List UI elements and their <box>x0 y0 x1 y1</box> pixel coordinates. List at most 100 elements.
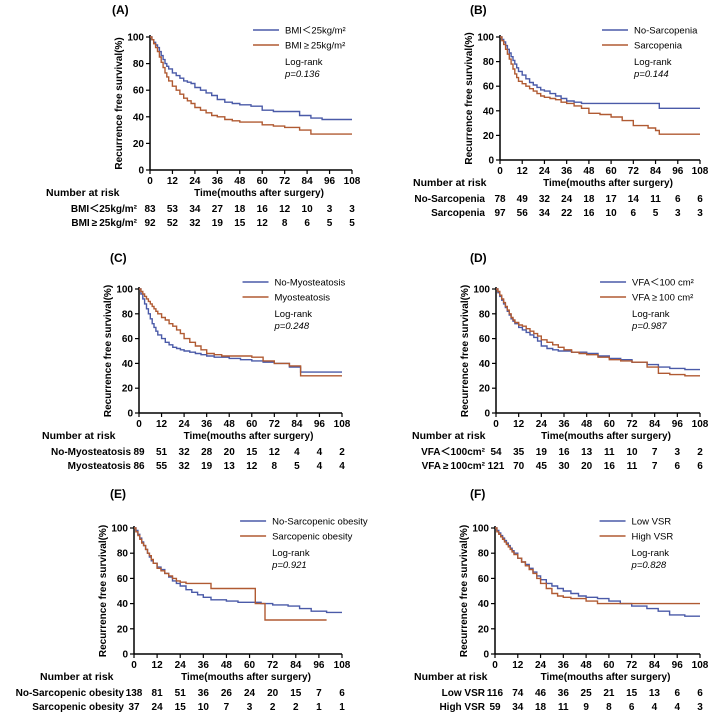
x-tick-label: 96 <box>314 419 326 430</box>
x-tick-label: 84 <box>291 419 303 430</box>
legend-label: Sarcopenic obesity <box>272 532 353 543</box>
x-tick-label: 24 <box>536 419 548 430</box>
x-tick-label: 0 <box>492 660 498 671</box>
x-tick-label: 24 <box>179 419 191 430</box>
risk-count: 2 <box>697 447 703 458</box>
x-tick-label: 72 <box>628 166 640 177</box>
risk-count: 16 <box>257 204 269 215</box>
risk-count: 3 <box>247 702 253 713</box>
risk-count: 5 <box>327 218 333 229</box>
x-tick-label: 0 <box>136 419 142 430</box>
x-tick-label: 12 <box>512 660 524 671</box>
risk-count: 36 <box>198 688 210 699</box>
risk-count: 49 <box>517 194 529 205</box>
risk-count: 18 <box>234 204 246 215</box>
risk-count: 11 <box>627 461 638 472</box>
risk-count: 4 <box>652 702 658 713</box>
y-tick-label: 60 <box>478 574 490 585</box>
km-curve-group1 <box>139 288 342 373</box>
risk-count: 20 <box>224 447 236 458</box>
y-tick-label: 40 <box>479 359 491 370</box>
risk-count: 5 <box>349 218 355 229</box>
y-tick-label: 20 <box>479 384 491 395</box>
risk-count: 2 <box>339 447 345 458</box>
km-curve-group1 <box>496 288 700 371</box>
x-tick-label: 36 <box>212 176 224 187</box>
legend-label: VFA＜100 cm² <box>632 278 694 289</box>
risk-count: 22 <box>561 208 573 219</box>
risk-count: 8 <box>282 218 288 229</box>
logrank-label: Log-rank <box>275 309 313 320</box>
x-tick-label: 96 <box>313 660 325 671</box>
risk-count: 4 <box>339 461 345 472</box>
x-tick-label: 48 <box>234 176 246 187</box>
y-tick-label: 100 <box>116 285 133 296</box>
risk-count: 8 <box>272 461 278 472</box>
y-tick-label: 80 <box>478 549 490 560</box>
risk-count: 54 <box>490 447 502 458</box>
legend-label: Low VSR <box>632 517 672 528</box>
x-tick-label: 60 <box>244 660 256 671</box>
x-tick-label: 24 <box>189 176 201 187</box>
risk-count: 13 <box>224 461 236 472</box>
risk-count: 4 <box>317 461 323 472</box>
panel-label: (A) <box>112 3 129 17</box>
panel-label: (B) <box>470 3 487 17</box>
risk-count: 35 <box>513 447 525 458</box>
risk-count: 83 <box>144 204 156 215</box>
risk-count: 10 <box>198 702 210 713</box>
risk-table-title: Number at risk <box>414 671 488 683</box>
y-tick-label: 0 <box>483 650 489 661</box>
panel-label: (D) <box>470 251 487 265</box>
risk-count: 36 <box>558 688 570 699</box>
risk-row-label: High VSR <box>439 702 485 713</box>
risk-count: 16 <box>583 208 595 219</box>
km-curve-group2 <box>500 36 700 135</box>
y-tick-label: 100 <box>127 33 144 44</box>
logrank-label: Log-rank <box>632 309 670 320</box>
risk-count: 16 <box>558 447 570 458</box>
risk-count: 3 <box>697 208 703 219</box>
legend-label: No-Myosteatosis <box>275 278 346 289</box>
risk-count: 97 <box>494 208 506 219</box>
p-value-label: p=0.248 <box>274 321 310 332</box>
risk-table-title: Number at risk <box>412 430 486 442</box>
risk-count: 53 <box>167 204 179 215</box>
risk-count: 19 <box>212 218 224 229</box>
y-axis-title: Recurrence free survival(%) <box>459 525 470 657</box>
risk-count: 6 <box>697 688 703 699</box>
km-curve-group1 <box>150 36 352 121</box>
risk-count: 74 <box>512 688 524 699</box>
x-tick-label: 48 <box>224 419 236 430</box>
risk-count: 6 <box>675 461 681 472</box>
risk-count: 14 <box>628 194 640 205</box>
risk-count: 25 <box>581 688 593 699</box>
p-value-label: p=0.828 <box>631 560 667 571</box>
risk-row-label: Sarcopenia <box>431 208 485 219</box>
risk-count: 37 <box>128 702 140 713</box>
p-value-label: p=0.136 <box>284 69 320 80</box>
risk-count: 3 <box>327 204 333 215</box>
risk-count: 34 <box>512 702 524 713</box>
risk-count: 24 <box>244 688 256 699</box>
risk-count: 27 <box>212 204 224 215</box>
risk-count: 11 <box>650 194 661 205</box>
risk-count: 81 <box>152 688 164 699</box>
risk-count: 51 <box>175 688 187 699</box>
x-tick-label: 12 <box>152 660 164 671</box>
risk-count: 24 <box>561 194 573 205</box>
x-axis-title: Time(mouths after surgery) <box>181 672 311 683</box>
x-tick-label: 84 <box>649 419 661 430</box>
x-tick-label: 48 <box>581 660 593 671</box>
risk-count: 7 <box>224 702 230 713</box>
y-tick-label: 20 <box>117 624 129 635</box>
panel-label: (F) <box>470 487 485 501</box>
legend-label: BMI ≥ 25kg/m² <box>285 41 345 52</box>
x-tick-label: 84 <box>290 660 302 671</box>
x-tick-label: 0 <box>131 660 137 671</box>
risk-count: 6 <box>629 702 635 713</box>
x-tick-label: 12 <box>513 419 525 430</box>
risk-count: 21 <box>603 688 615 699</box>
